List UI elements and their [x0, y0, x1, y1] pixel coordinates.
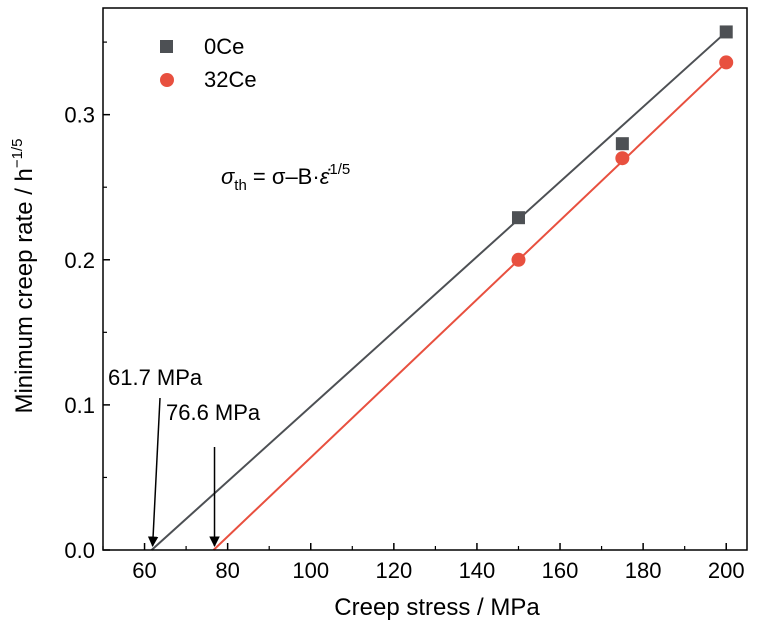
x-tick-label-80: 80	[215, 558, 239, 583]
fit-lines	[150, 31, 727, 551]
y-tick-label-2: 0.2	[64, 248, 95, 273]
y-tick-label-3: 0.3	[64, 103, 95, 128]
legend-label-32ce: 32Ce	[204, 67, 257, 92]
legend-marker-32ce	[160, 73, 174, 87]
point-0ce-200	[719, 25, 733, 39]
legend-label-0ce: 0Ce	[204, 34, 244, 59]
x-tick-label-100: 100	[292, 558, 329, 583]
point-32ce-150	[511, 252, 526, 267]
x-tick-label-200: 200	[708, 558, 745, 583]
annotation-61-7-mpa: 61.7 MPa	[108, 365, 203, 390]
legend-marker-0ce	[160, 40, 173, 53]
threshold-arrows	[147, 397, 220, 548]
point-0ce-150	[511, 211, 525, 225]
fit-line-32ce	[212, 61, 727, 551]
y-tick-label-0: 0.0	[64, 538, 95, 563]
point-32ce-200	[719, 55, 734, 70]
annotation-76-6-mpa: 76.6 MPa	[166, 400, 261, 425]
threshold-formula: σth = σ–B·ε̇1/5	[221, 161, 350, 194]
y-tick-label-1: 0.1	[64, 393, 95, 418]
x-tick-label-160: 160	[542, 558, 579, 583]
data-markers	[511, 25, 734, 267]
fit-line-0ce	[150, 31, 727, 551]
axes: 60 80 100 120 140 160 180 200 0.0 0.1 0.2 0.3	[64, 7, 748, 583]
x-tick-label-180: 180	[625, 558, 662, 583]
x-tick-label-60: 60	[132, 558, 156, 583]
arrow-61-7-mpa	[147, 397, 161, 548]
legend: 0Ce 32Ce	[160, 34, 257, 92]
x-tick-label-120: 120	[375, 558, 412, 583]
x-axis-title: Creep stress / MPa	[334, 594, 540, 621]
y-axis-title: Minimum creep rate / h−1/5	[9, 138, 38, 413]
plot-frame	[102, 7, 748, 551]
x-tick-label-140: 140	[459, 558, 496, 583]
point-32ce-175	[615, 151, 630, 166]
point-0ce-175	[615, 137, 629, 151]
